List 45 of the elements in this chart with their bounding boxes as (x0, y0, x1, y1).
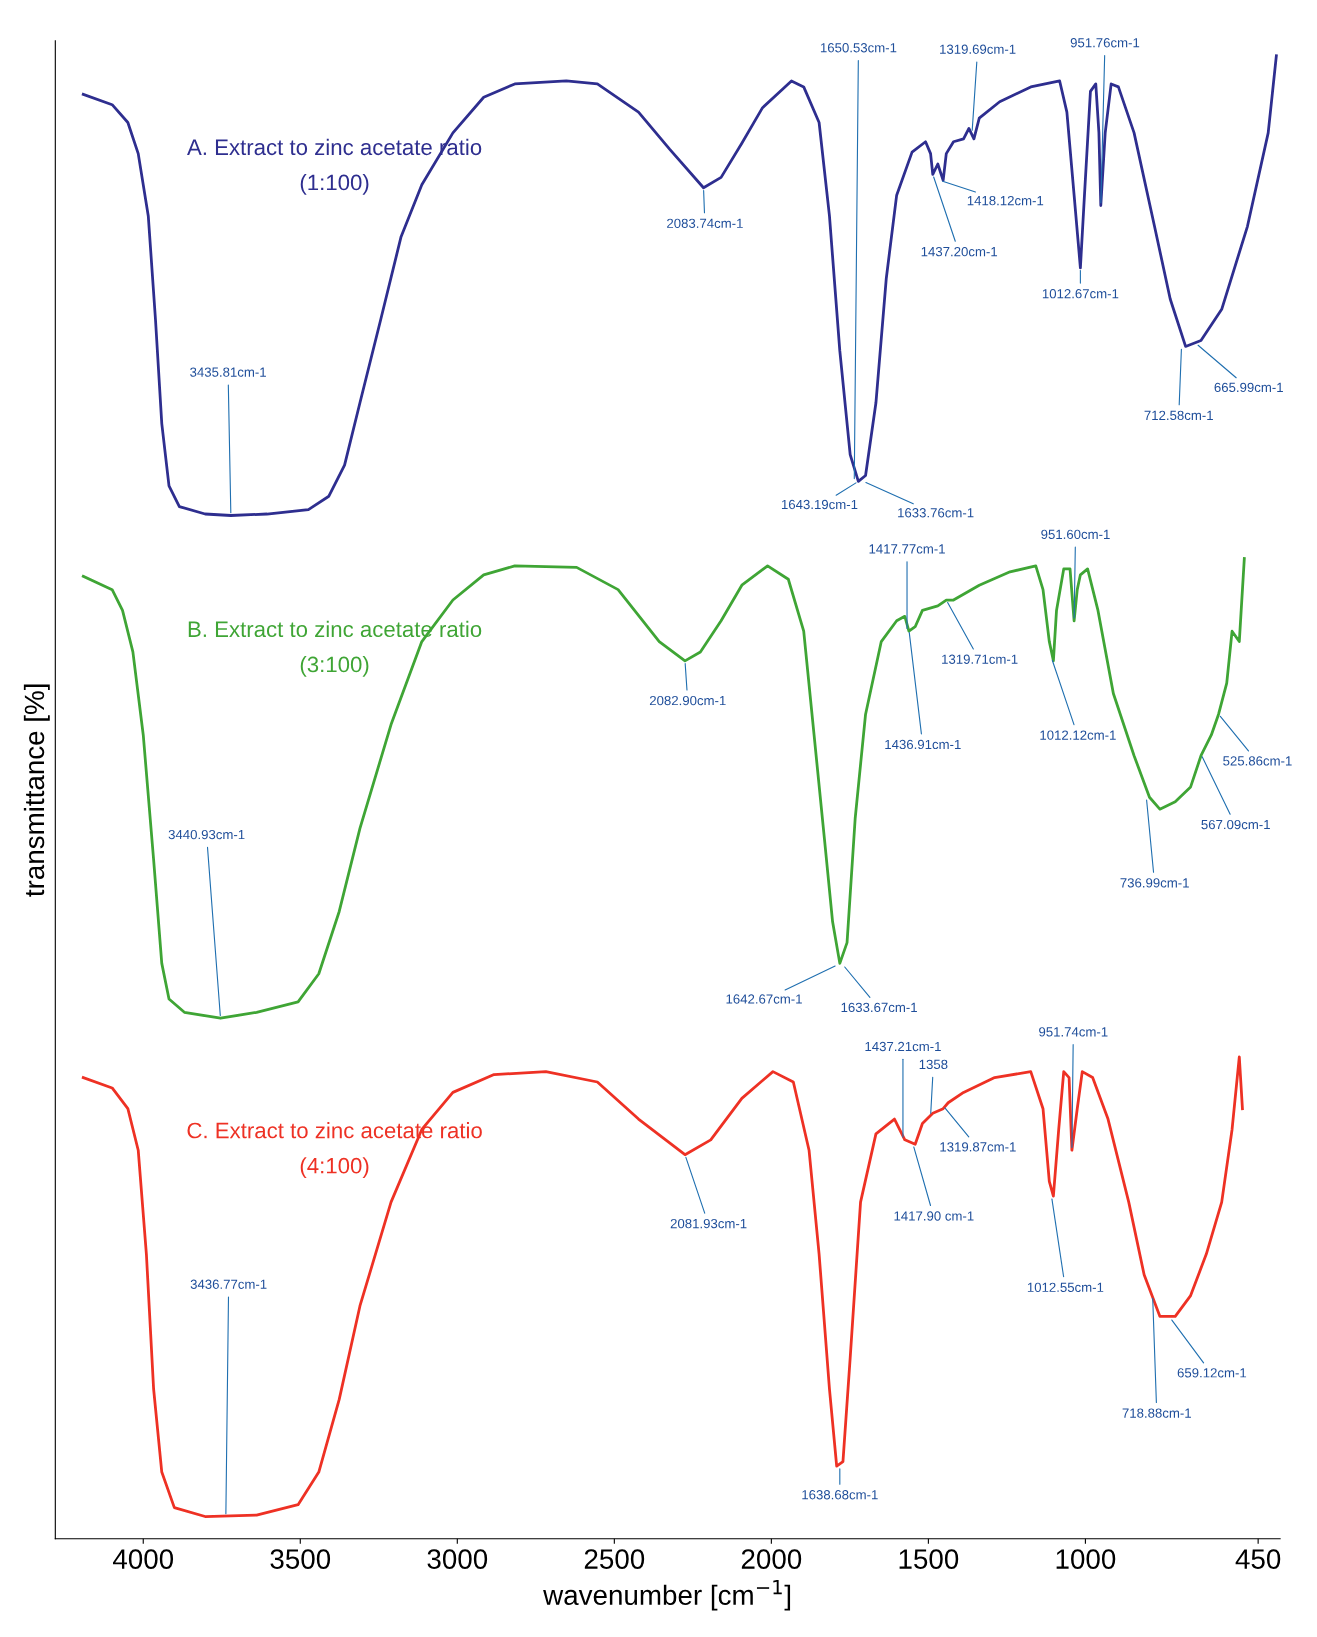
x-tick-label: 3000 (427, 1549, 488, 1569)
annotation: 1012.67cm-1 (1042, 289, 1119, 299)
annotation: 1358 (919, 1059, 948, 1070)
annotation: 1012.12cm-1 (1040, 730, 1116, 740)
annotation: 718.88cm-1 (1122, 1408, 1191, 1418)
x-tick-label: 1000 (1056, 1549, 1116, 1569)
annotation: 2083.74cm-1 (667, 218, 743, 228)
x-tick-label: 4000 (112, 1549, 174, 1569)
x-axis-title: wavenumber [cm$^{−1}$] (543, 1579, 791, 1611)
annotation: 1643.19cm-1 (781, 499, 858, 510)
x-tick-label: 3500 (270, 1549, 331, 1569)
y-axis-title: transmittance [%] (23, 684, 50, 897)
annotation: 951.60cm-1 (1041, 529, 1110, 540)
annotation: 1436.91cm-1 (885, 739, 961, 750)
annotation: 1417.77cm-1 (869, 544, 945, 554)
annotation: 659.12cm-1 (1177, 1368, 1247, 1378)
annotation: 1437.21cm-1 (865, 1041, 941, 1052)
annotation: 3440.93cm-1 (168, 829, 245, 840)
annotation: 1642.67cm-1 (726, 994, 802, 1004)
annotation: 567.09cm-1 (1201, 819, 1270, 830)
annotation: 2082.90cm-1 (649, 695, 726, 706)
x-tick-label: 2500 (584, 1549, 645, 1569)
annotation: 1638.68cm-1 (802, 1490, 878, 1500)
annotation: 1633.67cm-1 (841, 1002, 917, 1013)
annotation: 3435.81cm-1 (190, 367, 266, 377)
x-tick-label: 1500 (899, 1549, 959, 1569)
annotation: 1417.90 cm-1 (894, 1211, 974, 1221)
annotation: 736.99cm-1 (1120, 878, 1189, 888)
annotation: 1012.55cm-1 (1027, 1282, 1104, 1292)
annotation: 665.99cm-1 (1214, 382, 1283, 393)
annotation: 525.86cm-1 (1223, 756, 1292, 766)
annotation: 1650.53cm-1 (820, 43, 897, 53)
annotation: 1319.71cm-1 (942, 654, 1018, 664)
annotation: 1319.69cm-1 (940, 44, 1016, 54)
annotation: 951.74cm-1 (1039, 1027, 1108, 1037)
annotation: 3436.77cm-1 (190, 1279, 267, 1289)
annotation: 951.76cm-1 (1070, 38, 1140, 48)
annotation: 1437.20cm-1 (921, 246, 998, 257)
x-tick-label: 450 (1235, 1549, 1281, 1569)
annotation: 1319.87cm-1 (940, 1142, 1016, 1152)
annotation: 2081.93cm-1 (670, 1218, 747, 1229)
annotation: 712.58cm-1 (1144, 410, 1213, 421)
annotation: 1633.76cm-1 (898, 508, 974, 518)
x-tick-label: 2000 (741, 1549, 802, 1569)
annotation: 1418.12cm-1 (967, 195, 1044, 206)
